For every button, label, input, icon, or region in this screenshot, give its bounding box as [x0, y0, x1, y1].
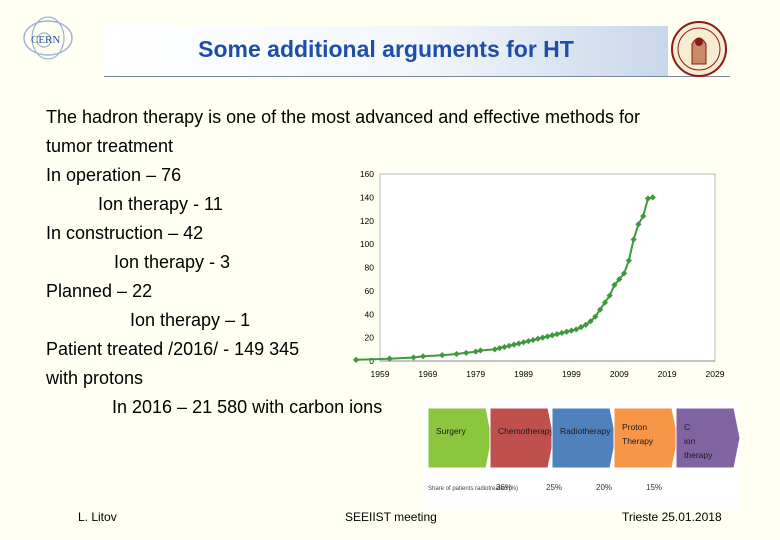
- flow-step-label: therapy: [684, 450, 713, 460]
- y-tick-label: 60: [365, 286, 375, 296]
- y-tick-label: 140: [360, 192, 374, 202]
- data-point: [592, 313, 599, 320]
- construction-ion-line: Ion therapy - 3: [114, 252, 231, 272]
- flow-step-label: Chemotherapy: [498, 426, 555, 436]
- flow-step-label: Proton: [622, 422, 647, 432]
- flow-step: [551, 407, 617, 469]
- carbon-ions-line: In 2016 – 21 580 with carbon ions: [112, 397, 383, 417]
- facilities-line-chart: 0 20 40 60 80 100 120 140 160 1959 1969 1979 1989 199…: [352, 169, 725, 379]
- operation-ion-line: Ion therapy - 11: [98, 194, 223, 214]
- x-tick-label: 1979: [466, 369, 485, 379]
- flow-step-label: C: [684, 422, 690, 432]
- treatment-flow-svg: Surgery Chemotherapy Radiotherapy Proton The…: [427, 407, 741, 492]
- flow-percent: 36%: [496, 483, 512, 492]
- in-construction-line: In construction – 42: [46, 223, 204, 243]
- flow-caption: Share of patients radiotreated (%): [428, 486, 518, 492]
- data-point: [563, 328, 570, 335]
- title-underline: [104, 76, 730, 77]
- y-tick-label: 160: [360, 169, 374, 179]
- flow-percent: 15%: [646, 483, 662, 492]
- cern-logo-text: CERN: [31, 34, 60, 46]
- x-tick-label: 2029: [706, 369, 725, 379]
- university-seal-logo: [670, 20, 728, 78]
- data-point: [530, 336, 537, 344]
- y-tick-label: 20: [365, 333, 375, 343]
- patients-treated-line: Patient treated /2016/ - 149 345: [46, 339, 300, 359]
- flow-step-label: ion: [684, 436, 696, 446]
- slide-title: Some additional arguments for HT: [198, 36, 574, 62]
- in-operation-line: In operation – 76: [46, 165, 182, 185]
- flow-step: [489, 407, 555, 469]
- cern-logo: CERN: [18, 16, 80, 62]
- y-tick-label: 80: [365, 263, 375, 273]
- planned-ion-line: Ion therapy – 1: [130, 310, 251, 330]
- x-tick-label: 1989: [514, 369, 533, 379]
- footer-author: L. Litov: [78, 510, 117, 524]
- footer-place-date: Trieste 25.01.2018: [622, 510, 722, 524]
- flow-step: [613, 407, 679, 469]
- flow-step-label: Radiotherapy: [560, 426, 611, 436]
- x-tick-label: 1999: [562, 369, 581, 379]
- x-tick-label: 1969: [418, 369, 437, 379]
- data-point: [491, 346, 498, 353]
- y-tick-label: 40: [365, 309, 375, 319]
- intro-line-1: The hadron therapy is one of the most ad…: [46, 107, 641, 127]
- x-tick-label: 2009: [610, 369, 629, 379]
- flow-step: [427, 407, 493, 469]
- intro-line-2: tumor treatment: [46, 136, 174, 156]
- flow-percent: 25%: [546, 483, 562, 492]
- planned-line: Planned – 22: [46, 281, 153, 301]
- data-point: [410, 354, 417, 361]
- footer-meeting: SEEIIST meeting: [345, 510, 437, 524]
- x-tick-label: 1959: [371, 369, 390, 379]
- y-tick-label: 100: [360, 239, 374, 249]
- treatment-flow-diagram: Surgery Chemotherapy Radiotherapy Proton The…: [424, 400, 741, 510]
- title-bar: Some additional arguments for HT: [104, 26, 668, 76]
- slide-body-text: The hadron therapy is one of the most ad…: [46, 103, 640, 422]
- x-tick-label: 2019: [658, 369, 677, 379]
- data-point: [352, 356, 360, 363]
- with-protons-line: with protons: [46, 368, 144, 388]
- flow-percent: 20%: [596, 483, 612, 492]
- y-tick-label: 120: [360, 216, 374, 226]
- plot-area: [379, 173, 716, 362]
- y-tick-label: 0: [369, 356, 374, 366]
- flow-step-label: Surgery: [436, 426, 467, 436]
- flow-step: [675, 407, 741, 469]
- flow-step-label: Therapy: [622, 436, 654, 446]
